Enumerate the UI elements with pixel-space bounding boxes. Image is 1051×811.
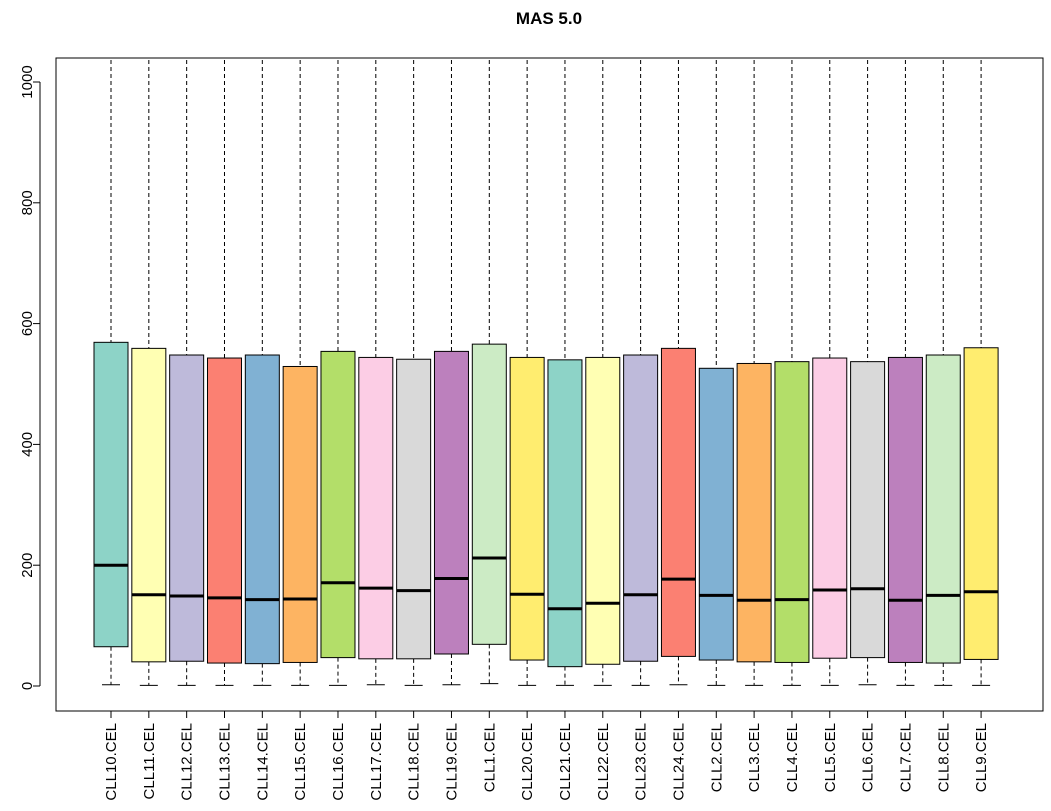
y-tick-label: 200 — [19, 553, 36, 578]
box-CLL14.CEL — [244, 60, 280, 686]
y-axis: 0 200 400 600 800 1000 — [19, 65, 41, 690]
box-body — [963, 347, 999, 660]
x-category-label: CLL1.CEL — [481, 723, 498, 792]
box-CLL8.CEL — [925, 60, 961, 686]
x-category-label: CLL3.CEL — [746, 723, 763, 792]
box-body — [244, 354, 280, 665]
box-CLL18.CEL — [396, 60, 432, 686]
x-category-label: CLL6.CEL — [860, 723, 877, 792]
box-body — [471, 343, 507, 645]
box-CLL23.CEL — [623, 60, 659, 686]
box-body — [585, 356, 621, 665]
box-CLL12.CEL — [169, 60, 205, 686]
box-body — [320, 350, 356, 659]
box-CLL11.CEL — [131, 60, 167, 686]
chart-title: MAS 5.0 — [516, 9, 582, 28]
box-body — [547, 359, 583, 668]
box-CLL9.CEL — [963, 60, 999, 686]
x-category-label: CLL24.CEL — [670, 723, 687, 801]
x-category-label: CLL12.CEL — [179, 723, 196, 801]
box-CLL22.CEL — [585, 60, 621, 686]
box-body — [358, 356, 394, 660]
y-tick-label: 600 — [19, 311, 36, 336]
x-category-label: CLL14.CEL — [254, 723, 271, 801]
box-body — [433, 350, 469, 655]
box-body — [736, 362, 772, 663]
x-category-label: CLL20.CEL — [519, 723, 536, 801]
x-category-label: CLL9.CEL — [973, 723, 990, 792]
box-body — [623, 354, 659, 662]
box-body — [698, 367, 734, 661]
box-body — [774, 361, 810, 663]
x-category-label: CLL13.CEL — [216, 723, 233, 801]
box-CLL16.CEL — [320, 60, 356, 686]
box-CLL5.CEL — [812, 60, 848, 686]
box-body — [282, 365, 318, 663]
box-body — [850, 361, 886, 659]
box-body — [131, 347, 167, 663]
x-category-label: CLL15.CEL — [292, 723, 309, 801]
x-category-label: CLL5.CEL — [822, 723, 839, 792]
box-CLL6.CEL — [850, 60, 886, 686]
box-CLL1.CEL — [471, 60, 507, 685]
y-tick-label: 400 — [19, 432, 36, 457]
x-category-label: CLL16.CEL — [330, 723, 347, 801]
box-CLL24.CEL — [660, 60, 696, 686]
x-category-label: CLL2.CEL — [708, 723, 725, 792]
x-category-label: CLL7.CEL — [897, 723, 914, 792]
x-category-label: CLL22.CEL — [595, 723, 612, 801]
box-CLL3.CEL — [736, 60, 772, 686]
y-tick-label: 1000 — [19, 65, 36, 98]
x-category-label: CLL10.CEL — [103, 723, 120, 801]
box-CLL7.CEL — [887, 60, 923, 686]
box-body — [925, 354, 961, 664]
plot-frame — [55, 57, 1044, 712]
x-category-label: CLL4.CEL — [784, 723, 801, 792]
box-CLL20.CEL — [509, 60, 545, 686]
x-category-label: CLL11.CEL — [141, 723, 158, 799]
x-category-label: CLL8.CEL — [935, 723, 952, 792]
box-CLL21.CEL — [547, 60, 583, 686]
box-body — [812, 357, 848, 659]
box-body — [396, 358, 432, 660]
x-category-label: CLL18.CEL — [406, 723, 423, 801]
y-tick-label: 800 — [19, 190, 36, 215]
box-body — [93, 341, 129, 648]
box-body — [509, 356, 545, 661]
box-CLL4.CEL — [774, 60, 810, 686]
box-CLL17.CEL — [358, 60, 394, 686]
x-category-label: CLL17.CEL — [368, 723, 385, 801]
box-CLL10.CEL — [93, 60, 129, 686]
box-body — [887, 356, 923, 663]
y-tick-label: 0 — [19, 682, 36, 690]
box-CLL19.CEL — [433, 60, 469, 686]
box-body — [206, 357, 242, 664]
x-category-label: CLL23.CEL — [633, 723, 650, 801]
box-CLL2.CEL — [698, 60, 734, 686]
x-axis-labels: CLL10.CEL CLL11.CEL CLL12.CEL CLL13.CEL CLL1… — [103, 711, 990, 801]
box-body — [169, 354, 205, 662]
x-category-label: CLL21.CEL — [557, 723, 574, 801]
box-CLL13.CEL — [206, 60, 242, 686]
boxes-layer — [93, 60, 999, 686]
box-CLL15.CEL — [282, 60, 318, 686]
x-category-label: CLL19.CEL — [443, 723, 460, 801]
box-body — [660, 347, 696, 657]
